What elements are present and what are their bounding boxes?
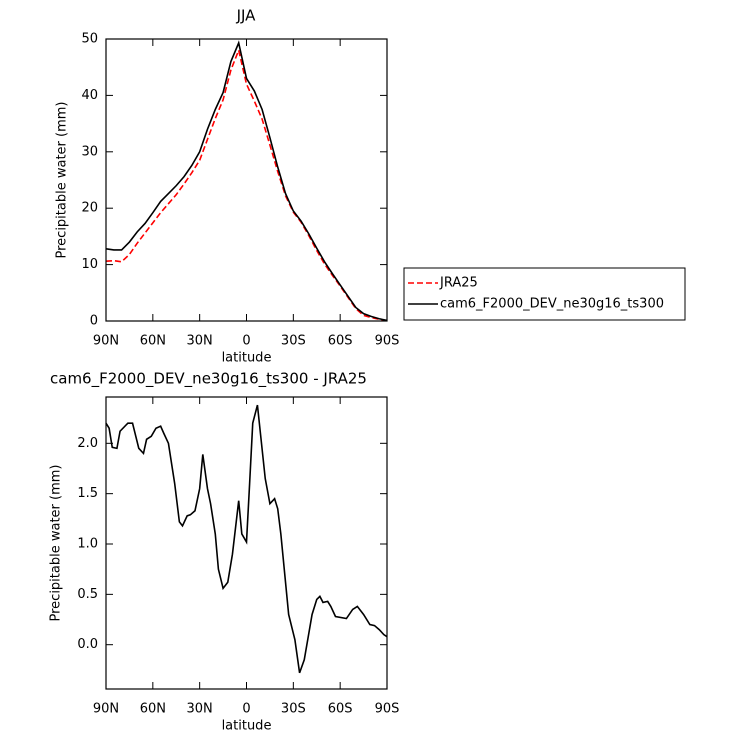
data-line [105, 404, 388, 674]
x-tick-label: 90S [375, 334, 400, 349]
legend-label: JRA25 [439, 276, 478, 291]
x-tick-label: 90N [93, 702, 119, 717]
x-tick-label: 30N [187, 702, 213, 717]
y-tick-label: 30 [81, 144, 98, 159]
x-tick-label: 30S [281, 702, 306, 717]
y-tick-label: 0.5 [77, 587, 98, 602]
legend-label: cam6_F2000_DEV_ne30g16_ts300 [440, 297, 664, 312]
x-tick-label: 90N [93, 334, 119, 349]
y-axis-label: Precipitable water (mm) [55, 102, 70, 259]
chart-title: cam6_F2000_DEV_ne30g16_ts300 - JRA25 [50, 370, 367, 389]
x-tick-label: 0 [242, 702, 250, 717]
x-tick-label: 90S [375, 702, 400, 717]
chart-title: JJA [236, 7, 257, 25]
data-line [105, 40, 388, 322]
x-tick-label: 60N [140, 702, 166, 717]
legend: JRA25 cam6_F2000_DEV_ne30g16_ts300 [403, 267, 686, 321]
y-tick-label: 40 [81, 88, 98, 103]
y-tick-label: 50 [81, 32, 98, 47]
plot-frame [105, 396, 388, 690]
y-axis-label: Precipitable water (mm) [49, 465, 64, 622]
y-tick-label: 1.0 [77, 537, 98, 552]
x-tick-label: 60S [328, 334, 353, 349]
y-tick-label: 0 [90, 314, 98, 329]
y-tick-label: 10 [81, 257, 98, 272]
plot-frame [105, 38, 388, 322]
x-tick-label: 30S [281, 334, 306, 349]
x-tick-label: 30N [187, 334, 213, 349]
y-tick-label: 2.0 [77, 436, 98, 451]
x-tick-label: 60N [140, 334, 166, 349]
x-tick-label: 60S [328, 702, 353, 717]
y-tick-label: 20 [81, 201, 98, 216]
y-tick-label: 0.0 [77, 637, 98, 652]
data-line [105, 47, 388, 322]
y-tick-label: 1.5 [77, 486, 98, 501]
x-axis-label: latitude [222, 351, 272, 366]
x-axis-label: latitude [222, 719, 272, 734]
legend-box [403, 267, 686, 321]
x-tick-label: 0 [242, 334, 250, 349]
